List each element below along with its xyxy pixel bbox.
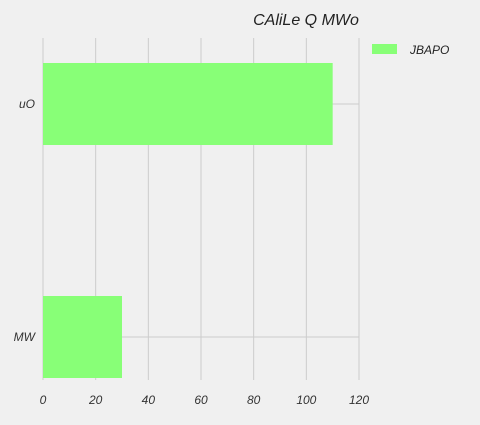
x-tick-label: 60 (194, 393, 208, 407)
x-tick-labels: 0 20 40 60 80 100 120 (40, 393, 370, 407)
bars-layer (43, 63, 333, 378)
x-tick-label: 20 (88, 393, 103, 407)
y-tick-label: MW (14, 330, 37, 344)
legend-swatch (372, 44, 397, 54)
y-tick-label: uO (19, 97, 35, 111)
x-tick-label: 100 (296, 393, 316, 407)
x-tick-label: 0 (40, 393, 47, 407)
x-tick-label: 80 (247, 393, 261, 407)
bar (43, 296, 122, 378)
bar (43, 63, 333, 145)
x-tick-label: 120 (349, 393, 369, 407)
legend: JBAPO (372, 43, 449, 57)
x-tick-label: 40 (142, 393, 156, 407)
chart-title: CAliLe Q MWo (253, 12, 359, 29)
y-tick-labels: MW uO (14, 97, 37, 344)
legend-label: JBAPO (409, 43, 449, 57)
